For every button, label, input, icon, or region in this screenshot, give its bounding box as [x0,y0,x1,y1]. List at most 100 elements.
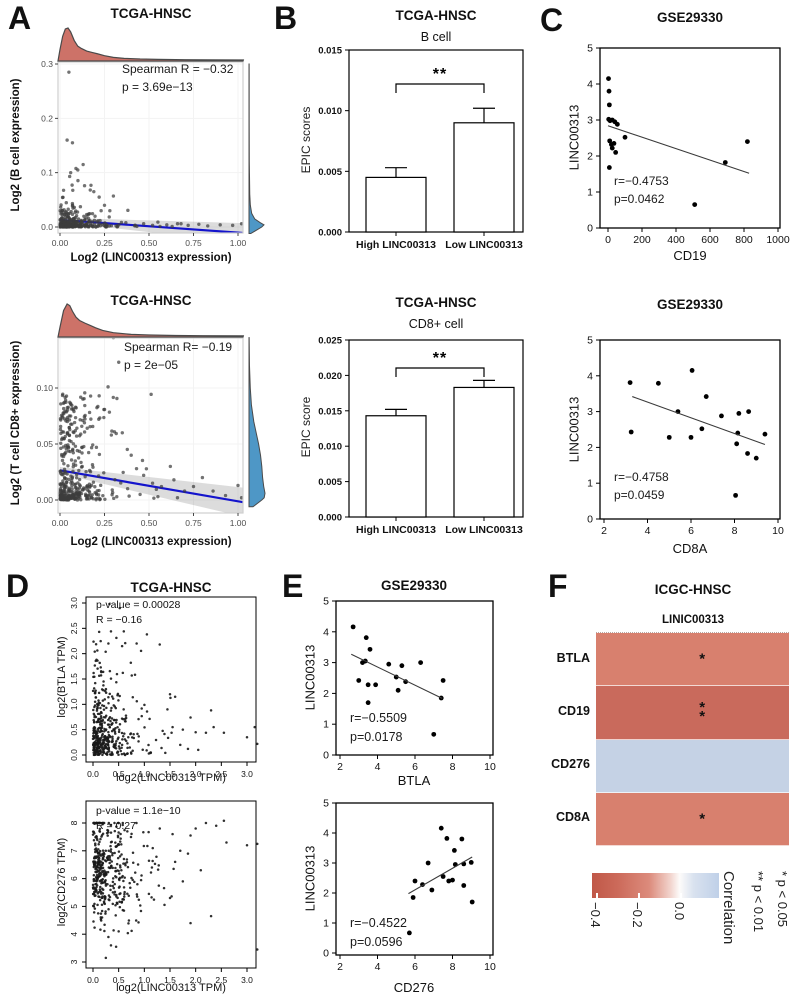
scatter-cd276: 2 4 6 8 10 0 1 2 3 4 5 [323,798,496,974]
scatter-cd19: 0 200 400 600 800 1000 0 1 2 3 4 5 [587,43,790,247]
svg-text:3: 3 [587,406,593,418]
svg-text:4: 4 [587,370,593,382]
svg-text:0.1: 0.1 [41,168,53,178]
svg-text:Low LINC00313: Low LINC00313 [445,239,523,251]
svg-text:0: 0 [587,514,593,526]
heatmap-panel: ICGC-HNSC LINIC00313 * * * * BTLA CD19 CD276 C… [532,568,798,999]
y-axis-label: LINC00313 [302,845,318,912]
legend-significance-item: ** p < 0.01 [751,871,766,933]
svg-text:0.5: 0.5 [113,769,125,779]
svg-text:5: 5 [323,798,329,810]
chart-title: TCGA-HNSC [395,8,477,23]
x-axis-label: CD8A [672,541,708,556]
chart-title: ICGC-HNSC [654,582,732,597]
svg-text:0.5: 0.5 [69,723,79,735]
svg-text:2: 2 [323,888,329,900]
svg-text:400: 400 [667,234,685,246]
svg-text:4: 4 [587,79,593,91]
svg-text:1: 1 [323,719,329,731]
y-axis-label: EPIC score [299,396,313,458]
svg-text:200: 200 [633,234,651,246]
svg-text:1: 1 [587,187,593,199]
svg-text:5: 5 [323,596,329,608]
panel-letter-b: B [274,0,298,36]
svg-text:3: 3 [587,115,593,127]
svg-text:1.5: 1.5 [69,673,79,685]
svg-text:0: 0 [323,750,329,762]
y-axis-label: LINC00313 [302,644,318,711]
svg-text:1.0: 1.0 [138,975,150,985]
svg-text:0.010: 0.010 [318,442,342,453]
svg-text:10: 10 [772,525,784,537]
chart-title: GSE29330 [656,297,724,312]
svg-text:6: 6 [69,876,79,881]
svg-text:0.75: 0.75 [185,238,202,248]
x-axis-label: log2(LINC00313 TPM) [116,772,226,784]
svg-text:0.00: 0.00 [52,518,69,528]
stats-annotation: p-value = 0.00028 R = −0.16 [96,599,181,627]
stats-annotation: r=−0.4522 p=0.0596 [350,916,407,949]
chart-title: TCGA-HNSC [110,6,192,21]
svg-text:4: 4 [69,932,79,937]
legend-tick-mark [638,893,640,898]
svg-text:2.0: 2.0 [190,769,202,779]
chart-title: TCGA-HNSC [110,293,192,308]
svg-text:0.0: 0.0 [87,769,99,779]
heatmap-cell-cd276 [596,739,789,793]
svg-text:0.020: 0.020 [318,371,342,382]
x-axis-label: CD276 [393,980,435,995]
svg-text:0.0: 0.0 [87,975,99,985]
svg-text:6: 6 [688,525,694,537]
svg-text:2.0: 2.0 [69,647,79,659]
heatmap-row-label: BTLA [556,650,590,665]
svg-text:4: 4 [323,626,329,638]
svg-text:**: ** [433,350,447,367]
heatmap-row-label: CD19 [558,703,590,718]
svg-text:0.05: 0.05 [36,439,53,449]
svg-text:8: 8 [450,761,456,773]
svg-text:600: 600 [701,234,719,246]
scatter-dense-btla: 0.0 0.5 1.0 1.5 2.0 2.5 3.0 0.0 0.5 1.0 1.5 2.0 2.5 3… [69,596,259,779]
legend-tick-label: −0.2 [630,902,645,928]
panel-letter-a: A [8,0,32,36]
svg-text:2: 2 [587,151,593,163]
svg-text:**: ** [433,66,447,83]
barchart-bcell: 0.000 0.005 0.010 0.015 High LINC00313 Low LI… [318,46,524,251]
svg-text:0: 0 [587,223,593,235]
y-axis-label: log2(CD276 TPM) [56,837,68,927]
chart-title: TCGA-HNSC [395,295,477,310]
y-axis-label: log2(BTLA TPM) [56,636,68,718]
svg-text:0.00: 0.00 [36,495,53,505]
scatter-cd8a: 2 4 6 8 10 0 1 2 3 4 5 [587,335,784,538]
svg-text:0.025: 0.025 [318,336,342,347]
svg-text:2.0: 2.0 [190,975,202,985]
svg-text:4: 4 [375,961,381,973]
svg-text:2: 2 [587,442,593,454]
svg-text:3.0: 3.0 [241,769,253,779]
svg-text:3.0: 3.0 [241,975,253,985]
x-axis-label: CD19 [673,248,707,263]
svg-text:1.00: 1.00 [230,518,247,528]
svg-text:10: 10 [484,961,496,973]
significance-marker: * * [699,699,706,726]
scatter-btla: 2 4 6 8 10 0 1 2 3 4 5 [323,596,496,774]
panel-letter-d: D [6,568,30,604]
chart-title: GSE29330 [380,578,448,593]
svg-text:1.0: 1.0 [138,769,150,779]
stats-annotation: Spearman R= −0.19 p = 2e−05 [124,340,233,372]
y-axis-label: LINC00313 [566,396,582,463]
svg-text:High LINC00313: High LINC00313 [356,239,436,251]
y-axis-label: LINC00313 [566,104,582,171]
svg-text:6: 6 [412,961,418,973]
svg-text:0.005: 0.005 [318,477,342,488]
svg-text:0.0: 0.0 [41,222,53,232]
svg-text:0.5: 0.5 [113,975,125,985]
svg-text:2.5: 2.5 [69,622,79,634]
significance-marker: * [699,650,706,668]
x-axis-label: BTLA [397,773,431,788]
svg-text:8: 8 [450,961,456,973]
svg-text:0.015: 0.015 [318,46,342,57]
svg-text:2: 2 [323,688,329,700]
heatmap-cell-cd19: * * [596,686,789,740]
